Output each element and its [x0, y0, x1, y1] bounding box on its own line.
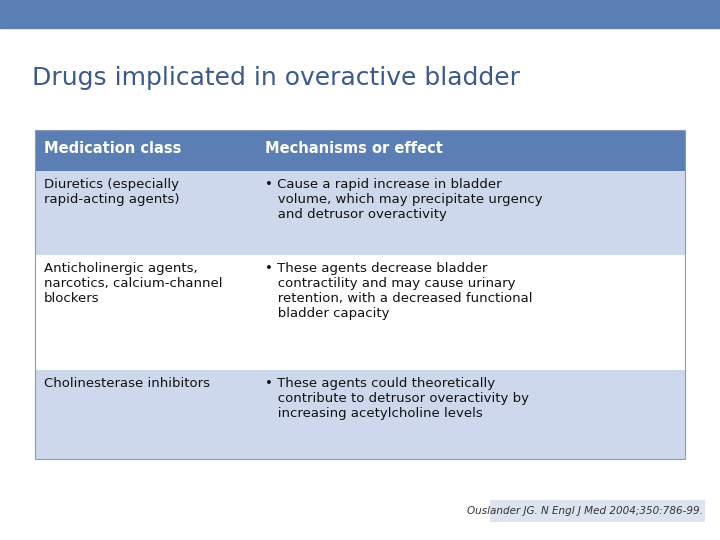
Text: Diuretics (especially
rapid-acting agents): Diuretics (especially rapid-acting agent…: [44, 178, 179, 206]
Text: • These agents decrease bladder
   contractility and may cause urinary
   retent: • These agents decrease bladder contract…: [265, 261, 532, 320]
Text: Medication class: Medication class: [44, 141, 181, 156]
Text: Anticholinergic agents,
narcotics, calcium-channel
blockers: Anticholinergic agents, narcotics, calci…: [44, 261, 222, 305]
Text: • These agents could theoretically
   contribute to detrusor overactivity by
   : • These agents could theoretically contr…: [265, 376, 528, 420]
Text: Drugs implicated in overactive bladder: Drugs implicated in overactive bladder: [32, 66, 521, 90]
Text: • Cause a rapid increase in bladder
   volume, which may precipitate urgency
   : • Cause a rapid increase in bladder volu…: [265, 178, 542, 221]
Text: Ouslander JG. N Engl J Med 2004;350:786-99.: Ouslander JG. N Engl J Med 2004;350:786-…: [467, 506, 703, 516]
Text: Mechanisms or effect: Mechanisms or effect: [265, 141, 443, 156]
Text: Cholinesterase inhibitors: Cholinesterase inhibitors: [44, 376, 210, 389]
